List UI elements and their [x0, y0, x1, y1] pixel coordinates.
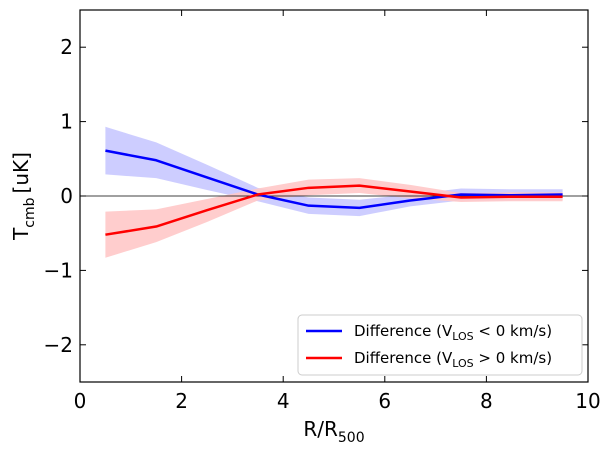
- x-axis-ticks: 0 2 4 6 8 10: [74, 10, 601, 413]
- legend-entry-text: Difference (V: [354, 349, 453, 367]
- y-axis-label: Tcmb [uK]: [9, 152, 38, 241]
- legend: Difference (VLOS < 0 km/s) Difference (V…: [297, 314, 583, 376]
- legend-entry-vlos-negative: Difference (VLOS < 0 km/s): [354, 322, 552, 343]
- y-tick-label: −2: [44, 333, 73, 357]
- x-tick-label: 6: [378, 389, 391, 413]
- series-lines: [105, 149, 563, 236]
- legend-entry-subscript: LOS: [452, 357, 473, 370]
- y-tick-label: 0: [60, 184, 73, 208]
- x-axis-label: R/R500: [303, 417, 364, 446]
- uncertainty-band-1: [105, 178, 563, 258]
- legend-entry-text: > 0 km/s): [474, 349, 552, 367]
- series-line-1: [105, 184, 563, 236]
- legend-entry-vlos-positive: Difference (VLOS > 0 km/s): [354, 349, 552, 370]
- y-tick-label: 1: [60, 110, 73, 134]
- x-tick-label: 10: [575, 389, 600, 413]
- x-tick-label: 4: [277, 389, 290, 413]
- y-axis-label-main: T: [9, 227, 33, 241]
- x-axis-label-main: R/R: [303, 417, 338, 441]
- y-axis-label-unit: [uK]: [9, 152, 33, 193]
- legend-box: [297, 314, 583, 376]
- uncertainty-bands: [105, 126, 563, 258]
- legend-entry-text: < 0 km/s): [474, 322, 552, 340]
- y-tick-label: 2: [60, 35, 73, 59]
- x-tick-label: 0: [74, 389, 87, 413]
- y-tick-label: −1: [44, 258, 73, 282]
- legend-entry-text: Difference (V: [354, 322, 453, 340]
- x-tick-label: 2: [175, 389, 188, 413]
- x-axis-label-sub: 500: [338, 430, 365, 446]
- x-tick-label: 8: [480, 389, 493, 413]
- y-axis-ticks: −2 −1 0 1 2: [44, 35, 588, 357]
- legend-entry-subscript: LOS: [452, 330, 473, 343]
- series-line-0: [105, 149, 563, 210]
- y-axis-label-sub: cmb: [22, 197, 38, 227]
